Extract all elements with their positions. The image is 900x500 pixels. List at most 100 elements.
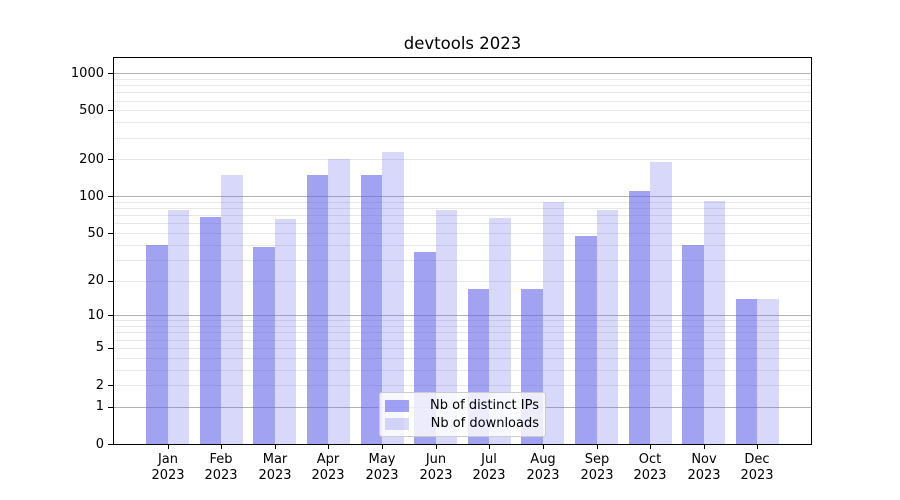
bar-nb-of-downloads-mar — [274, 219, 297, 444]
y-tick — [108, 281, 113, 282]
x-tick — [489, 444, 490, 449]
minor-gridline — [114, 245, 811, 246]
minor-gridline — [114, 208, 811, 209]
x-tick-year: 2023 — [365, 468, 399, 483]
y-tick — [108, 348, 113, 349]
y-tick — [108, 444, 113, 445]
minor-gridline — [114, 326, 811, 327]
x-tick-label: Apr 2023 — [298, 452, 358, 484]
legend-label-downloads: Nb of downloads — [430, 416, 539, 431]
minor-gridline — [114, 85, 811, 86]
x-tick — [704, 444, 705, 449]
bar-nb-of-downloads-sep — [596, 209, 619, 444]
x-tick — [275, 444, 276, 449]
minor-gridline — [114, 122, 811, 123]
x-tick-year: 2023 — [204, 468, 238, 483]
minor-gridline — [114, 385, 811, 386]
bar-nb-of-downloads-apr — [328, 159, 350, 444]
minor-gridline — [114, 348, 811, 349]
x-tick-label: Nov 2023 — [674, 452, 734, 484]
minor-gridline — [114, 260, 811, 261]
x-tick-month: Dec — [744, 452, 770, 467]
x-tick-month: Jan — [157, 452, 179, 467]
bar-nb-of-downloads-oct — [650, 162, 672, 444]
x-tick-year: 2023 — [740, 468, 774, 483]
y-tick — [108, 385, 113, 386]
minor-gridline — [114, 138, 811, 139]
bar-nb-of-distinct-ips-mar — [253, 247, 275, 444]
legend: Nb of distinct IPs Nb of downloads — [379, 392, 546, 437]
x-tick-year: 2023 — [526, 468, 560, 483]
minor-gridline — [114, 320, 811, 321]
bar-nb-of-distinct-ips-apr — [306, 174, 329, 444]
x-tick-month: Aug — [530, 452, 556, 467]
x-tick-month: Jul — [481, 452, 497, 467]
minor-gridline — [114, 159, 811, 160]
x-tick-year: 2023 — [580, 468, 614, 483]
y-tick — [108, 196, 113, 197]
minor-gridline — [114, 110, 811, 111]
legend-item-distinct-ips: Nb of distinct IPs — [385, 398, 539, 413]
x-tick-month: Oct — [638, 452, 662, 467]
minor-gridline — [114, 215, 811, 216]
y-tick-label: 20 — [87, 273, 104, 288]
major-gridline — [114, 73, 811, 74]
minor-gridline — [114, 233, 811, 234]
x-tick-label: Aug 2023 — [513, 452, 573, 484]
y-tick-label: 2 — [95, 378, 104, 393]
y-tick-label: 5 — [95, 340, 104, 355]
legend-item-downloads: Nb of downloads — [385, 416, 539, 431]
x-tick — [221, 444, 222, 449]
x-tick-month: Jun — [425, 452, 447, 467]
y-tick-label: 500 — [79, 103, 104, 118]
x-tick-label: Mar 2023 — [245, 452, 305, 484]
bar-nb-of-downloads-jan — [167, 209, 190, 444]
x-tick-year: 2023 — [419, 468, 453, 483]
chart-title: devtools 2023 — [403, 34, 522, 53]
x-tick — [168, 444, 169, 449]
bar-nb-of-downloads-may — [382, 151, 404, 444]
x-tick-month: Feb — [209, 452, 233, 467]
minor-gridline — [114, 202, 811, 203]
x-tick-month: Nov — [691, 452, 717, 467]
x-tick-label: Oct 2023 — [620, 452, 680, 484]
y-tick — [108, 73, 113, 74]
bar-nb-of-distinct-ips-may — [360, 174, 383, 444]
x-tick-label: Feb 2023 — [191, 452, 251, 484]
x-tick — [436, 444, 437, 449]
bar-nb-of-downloads-dec — [757, 298, 779, 444]
major-gridline — [114, 315, 811, 316]
x-tick-label: May 2023 — [352, 452, 412, 484]
x-tick-label: Sep 2023 — [567, 452, 627, 484]
bar-nb-of-distinct-ips-sep — [575, 236, 597, 444]
y-tick — [108, 233, 113, 234]
minor-gridline — [114, 92, 811, 93]
x-tick-year: 2023 — [633, 468, 667, 483]
x-tick-month: Apr — [316, 452, 340, 467]
bar-nb-of-distinct-ips-oct — [628, 191, 651, 444]
x-tick — [597, 444, 598, 449]
x-tick-year: 2023 — [472, 468, 506, 483]
x-tick-year: 2023 — [151, 468, 185, 483]
bar-nb-of-distinct-ips-jan — [146, 244, 168, 444]
x-tick-label: Dec 2023 — [727, 452, 787, 484]
bar-nb-of-downloads-jun — [435, 210, 458, 444]
y-tick-label: 0 — [95, 437, 104, 452]
bar-nb-of-downloads-jul — [489, 218, 511, 444]
x-tick — [328, 444, 329, 449]
minor-gridline — [114, 223, 811, 224]
x-tick-label: Jan 2023 — [138, 452, 198, 484]
minor-gridline — [114, 358, 811, 359]
legend-swatch-distinct-ips — [385, 399, 409, 412]
y-tick-label: 1000 — [70, 66, 104, 81]
y-tick-label: 200 — [79, 152, 104, 167]
bar-nb-of-downloads-aug — [542, 201, 565, 444]
y-tick — [108, 407, 113, 408]
bar-nb-of-downloads-feb — [221, 174, 243, 444]
legend-swatch-downloads — [385, 417, 409, 430]
x-tick — [382, 444, 383, 449]
x-tick-year: 2023 — [311, 468, 345, 483]
x-tick-year: 2023 — [687, 468, 721, 483]
minor-gridline — [114, 332, 811, 333]
